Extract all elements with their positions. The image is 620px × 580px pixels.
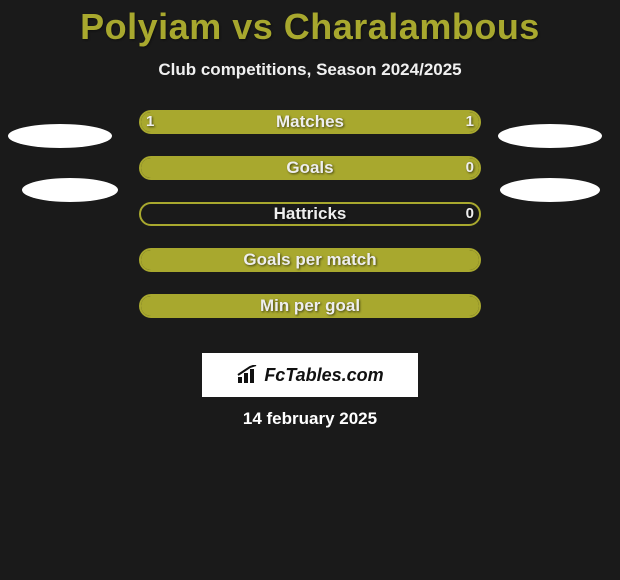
decor-ellipse bbox=[500, 178, 600, 202]
brand-chart-icon bbox=[236, 365, 260, 385]
decor-ellipse bbox=[8, 124, 112, 148]
decor-ellipse bbox=[22, 178, 118, 202]
stat-row-min-per-goal: Min per goal bbox=[0, 294, 620, 340]
stat-right-value: 0 bbox=[466, 156, 474, 180]
bar-fill-left bbox=[141, 112, 479, 132]
stat-row-hattricks: 0 Hattricks bbox=[0, 202, 620, 248]
bar-fill-left bbox=[141, 296, 479, 316]
date-label: 14 february 2025 bbox=[0, 409, 620, 429]
brand-badge: FcTables.com bbox=[202, 353, 418, 397]
brand-text: FcTables.com bbox=[264, 365, 383, 386]
page-subtitle: Club competitions, Season 2024/2025 bbox=[0, 60, 620, 80]
bar-fill-left bbox=[141, 158, 479, 178]
bar-track bbox=[139, 248, 481, 272]
bar-track bbox=[139, 294, 481, 318]
decor-ellipse bbox=[498, 124, 602, 148]
bar-track bbox=[139, 110, 481, 134]
bar-track bbox=[139, 202, 481, 226]
stat-right-value: 0 bbox=[466, 202, 474, 226]
stat-left-value: 1 bbox=[146, 110, 154, 134]
bar-track bbox=[139, 156, 481, 180]
page-title: Polyiam vs Charalambous bbox=[0, 0, 620, 48]
stat-row-goals-per-match: Goals per match bbox=[0, 248, 620, 294]
bar-fill-left bbox=[141, 250, 479, 270]
stat-right-value: 1 bbox=[466, 110, 474, 134]
